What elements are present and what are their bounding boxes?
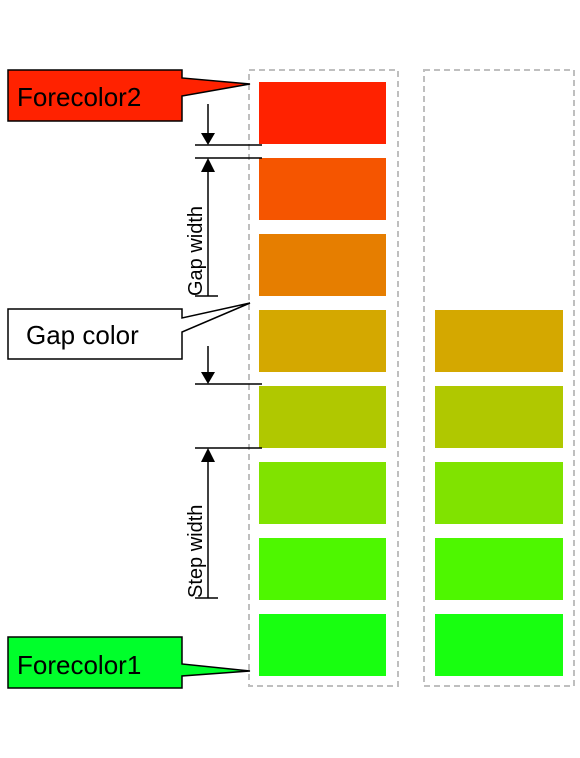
gap-arrow-up-icon — [201, 158, 215, 172]
full-bar-step-1 — [259, 82, 386, 144]
gap-arrow-down-icon — [201, 133, 215, 145]
gap-color-label: Gap color — [26, 320, 139, 350]
partial-bar-step-6 — [435, 462, 563, 524]
step-arrow-down-icon — [201, 372, 215, 384]
gap-width-dimension — [195, 104, 262, 297]
gap-width-label: Gap width — [185, 206, 207, 296]
full-bar-step-8 — [259, 614, 386, 676]
partial-bar-steps — [435, 310, 563, 676]
gap-color-callout — [7, 302, 251, 360]
forecolor1-callout — [7, 636, 251, 689]
partial-bar-step-5 — [435, 386, 563, 448]
partial-bar-step-7 — [435, 538, 563, 600]
partial-bar-frame — [423, 69, 575, 687]
full-bar-frame — [248, 69, 399, 687]
partial-bar-step-4 — [435, 310, 563, 372]
full-bar-step-5 — [259, 386, 386, 448]
forecolor2-callout — [7, 69, 251, 122]
full-bar-step-3 — [259, 234, 386, 296]
full-bar-step-2 — [259, 158, 386, 220]
step-width-dimension — [195, 346, 262, 599]
forecolor2-label: Forecolor2 — [17, 82, 141, 112]
full-bar-step-7 — [259, 538, 386, 600]
forecolor1-label: Forecolor1 — [17, 650, 141, 680]
full-bar-steps — [259, 82, 386, 676]
full-bar-step-6 — [259, 462, 386, 524]
step-arrow-up-icon — [201, 448, 215, 462]
full-bar-step-4 — [259, 310, 386, 372]
step-width-label: Step width — [185, 505, 207, 598]
partial-bar-step-8 — [435, 614, 563, 676]
